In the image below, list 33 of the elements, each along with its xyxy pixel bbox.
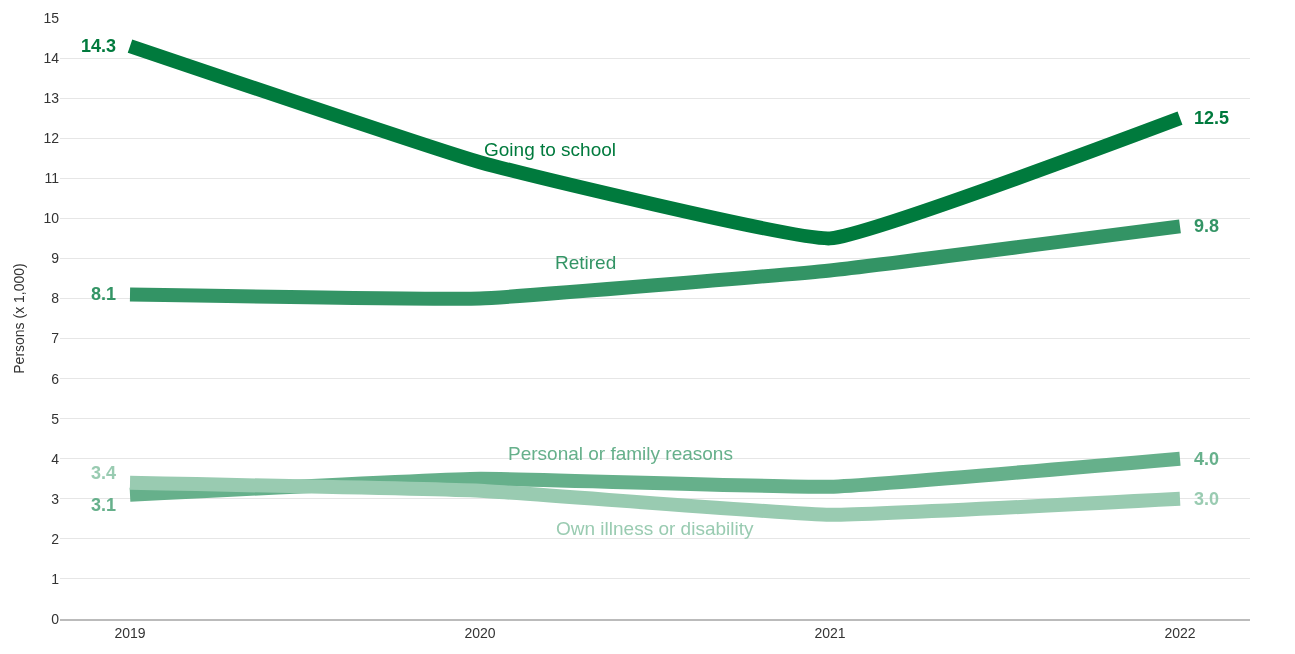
data-label: 12.5 <box>1194 108 1230 128</box>
x-tick-label: 2021 <box>814 624 846 641</box>
data-label: 3.1 <box>91 495 117 515</box>
y-tick-label: 12 <box>43 130 60 147</box>
y-tick-label: 3 <box>51 490 60 507</box>
series-label: Going to school <box>484 139 617 160</box>
y-tick-label: 5 <box>51 410 60 427</box>
y-tick-label: 14 <box>43 49 60 66</box>
data-label: 8.1 <box>91 284 117 304</box>
y-tick-label: 7 <box>51 330 60 347</box>
y-tick-label: 1 <box>51 570 60 587</box>
y-tick-label: 6 <box>51 370 60 387</box>
y-tick-label: 10 <box>43 210 60 227</box>
x-tick-label: 2022 <box>1164 624 1196 641</box>
data-label: 3.0 <box>1194 489 1220 509</box>
y-tick-label: 13 <box>43 90 60 107</box>
data-label: 4.0 <box>1194 449 1220 469</box>
y-tick-label: 15 <box>43 9 60 26</box>
y-tick-label: 4 <box>51 450 60 467</box>
series-label: Retired <box>555 252 617 273</box>
data-label: 9.8 <box>1194 216 1220 236</box>
y-tick-label: 2 <box>51 530 60 547</box>
series-label: Personal or family reasons <box>508 443 733 464</box>
x-tick-label: 2019 <box>114 624 146 641</box>
y-tick-label: 0 <box>51 610 60 627</box>
data-label: 14.3 <box>81 36 117 56</box>
series-label: Own illness or disability <box>556 518 754 539</box>
y-tick-label: 9 <box>51 250 60 267</box>
y-tick-label: 11 <box>44 170 60 187</box>
x-tick-label: 2020 <box>464 624 496 641</box>
y-tick-label: 8 <box>51 290 60 307</box>
data-label: 3.4 <box>91 463 117 483</box>
y-axis-title: Persons (x 1,000) <box>11 263 28 374</box>
